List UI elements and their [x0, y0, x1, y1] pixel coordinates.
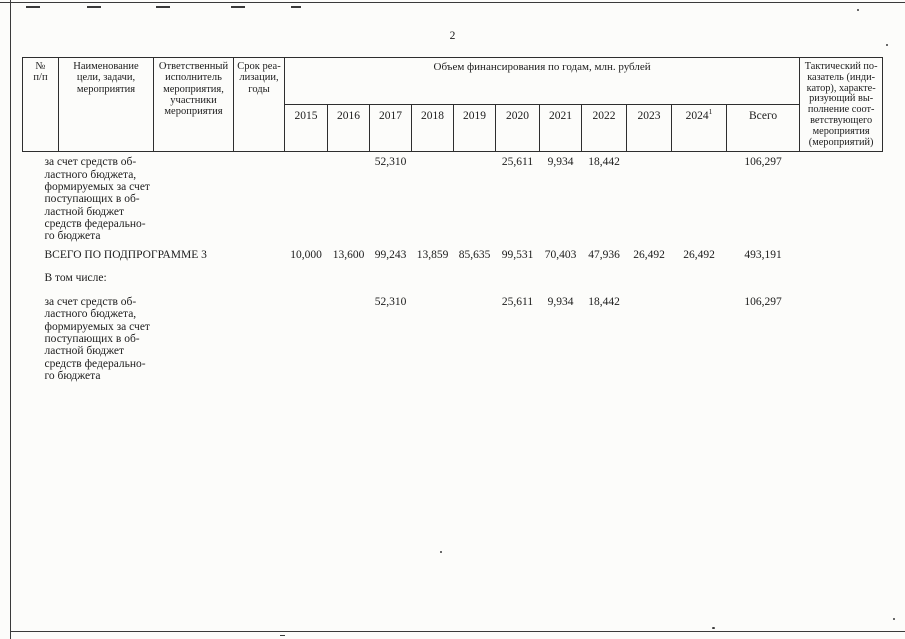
row-value: 85,635: [458, 249, 491, 262]
scan-artifact-dot: [886, 44, 888, 46]
header-year-2023: 2023: [626, 104, 672, 153]
row-value: [540, 271, 582, 294]
row-indicator-cell: [800, 271, 883, 294]
row-value: 26,492: [683, 249, 715, 262]
scan-artifact-dash: [26, 6, 40, 8]
row-value: [727, 271, 800, 294]
row-value: [328, 271, 370, 294]
scan-artifact-dash: [231, 6, 245, 8]
table-row: за счет средств об- ластного бюджета, фо…: [23, 294, 883, 382]
row-label-cell: за счет средств об- ластного бюджета, фо…: [23, 152, 285, 249]
row-value: 493,191: [744, 249, 782, 262]
header-year-2018: 2018: [411, 104, 454, 153]
row-value: 18,442: [588, 296, 620, 309]
row-value: 47,936: [588, 249, 620, 262]
scan-artifact-dot: [440, 551, 442, 553]
row-value: 70,403: [544, 249, 577, 262]
page-number: 2: [449, 30, 456, 42]
row-value: [370, 271, 412, 294]
header-year-2021: 2021: [539, 104, 582, 153]
scan-artifact-dash: [291, 6, 301, 8]
row-value: 25,611: [501, 156, 534, 169]
scan-artifact-dash: [280, 635, 285, 636]
row-value: [496, 271, 540, 294]
row-value: [328, 152, 370, 249]
row-value: [412, 294, 454, 382]
row-label-cell: ВСЕГО ПО ПОДПРОГРАММЕ 3: [23, 248, 285, 270]
row-value: [672, 152, 727, 249]
row-value: [582, 271, 627, 294]
row-value: [627, 152, 672, 249]
header-year-2019: 2019: [453, 104, 496, 153]
scan-artifact-dash: [87, 6, 101, 8]
row-value: 106,297: [744, 156, 782, 169]
row-value: [627, 294, 672, 382]
header-year-2024-label: 2024: [685, 110, 709, 123]
row-label-cell: за счет средств об- ластного бюджета, фо…: [23, 294, 285, 382]
row-value: [627, 271, 672, 294]
row-value: 99,243: [374, 249, 407, 262]
scan-artifact-dot: [712, 627, 715, 629]
row-value: [285, 294, 328, 382]
row-value: 18,442: [588, 156, 620, 169]
row-indicator-cell: [800, 248, 883, 270]
row-value: [328, 294, 370, 382]
scan-artifact-dot: [893, 618, 895, 620]
table-row: за счет средств об- ластного бюджета, фо…: [23, 152, 883, 249]
row-value: [672, 294, 727, 382]
row-value: 99,531: [501, 249, 534, 262]
header-year-total: Всего: [725, 104, 801, 153]
row-label: за счет средств об- ластного бюджета, фо…: [44, 296, 150, 382]
row-value: [672, 271, 727, 294]
header-col-executor: Ответственный исполнитель мероприятия, у…: [153, 56, 234, 153]
row-value: 13,859: [416, 249, 449, 262]
row-value: 9,934: [547, 296, 574, 309]
header-financing: Объем финансирования по годам, млн. рубл…: [283, 56, 801, 106]
row-value: 52,310: [374, 156, 407, 169]
table-row: В том числе:: [23, 271, 883, 294]
table-row: ВСЕГО ПО ПОДПРОГРАММЕ 3 10,000 13,600 99…: [23, 248, 883, 270]
row-indicator-cell: [800, 294, 883, 382]
financing-table: № п/п Наименование цели, задачи, меропри…: [22, 56, 884, 382]
row-indicator-cell: [800, 152, 883, 249]
scan-artifact-left-edge: [10, 0, 11, 639]
row-value: 26,492: [633, 249, 665, 262]
row-value: [454, 271, 496, 294]
row-value: [285, 271, 328, 294]
row-label: ВСЕГО ПО ПОДПРОГРАММЕ 3: [44, 249, 207, 262]
header-year-2017: 2017: [369, 104, 412, 153]
row-label: за счет средств об- ластного бюджета, фо…: [44, 156, 150, 243]
header-year-2020: 2020: [495, 104, 540, 153]
row-value: 25,611: [501, 296, 534, 309]
row-label-cell: В том числе:: [23, 271, 285, 294]
footnote-mark: 1: [708, 107, 713, 117]
scan-artifact-top-edge: [0, 2, 905, 3]
row-value: [412, 152, 454, 249]
header-col-term: Срок реа- лизации, годы: [233, 56, 285, 153]
row-value: 9,934: [547, 156, 574, 169]
row-value: 13,600: [332, 249, 365, 262]
row-value: [285, 152, 328, 249]
row-value: 52,310: [374, 296, 407, 309]
header-year-2022: 2022: [581, 104, 627, 153]
header-year-2016: 2016: [327, 104, 370, 153]
header-col-num: № п/п: [22, 56, 59, 153]
row-value: 106,297: [744, 296, 782, 309]
header-col-name: Наименование цели, задачи, мероприятия: [58, 56, 154, 153]
scan-artifact-dot: [857, 9, 859, 11]
header-col-indicator: Тактический по- казатель (инди- катор), …: [799, 56, 884, 153]
row-value: [412, 271, 454, 294]
row-value: 10,000: [290, 249, 322, 262]
scan-artifact-bottom-edge: [10, 631, 905, 632]
header-year-2015: 2015: [284, 104, 328, 153]
header-year-2024: 20241: [671, 104, 727, 153]
row-value: [454, 294, 496, 382]
row-label: В том числе:: [44, 271, 107, 284]
row-value: [454, 152, 496, 249]
scan-artifact-dash: [156, 6, 170, 8]
